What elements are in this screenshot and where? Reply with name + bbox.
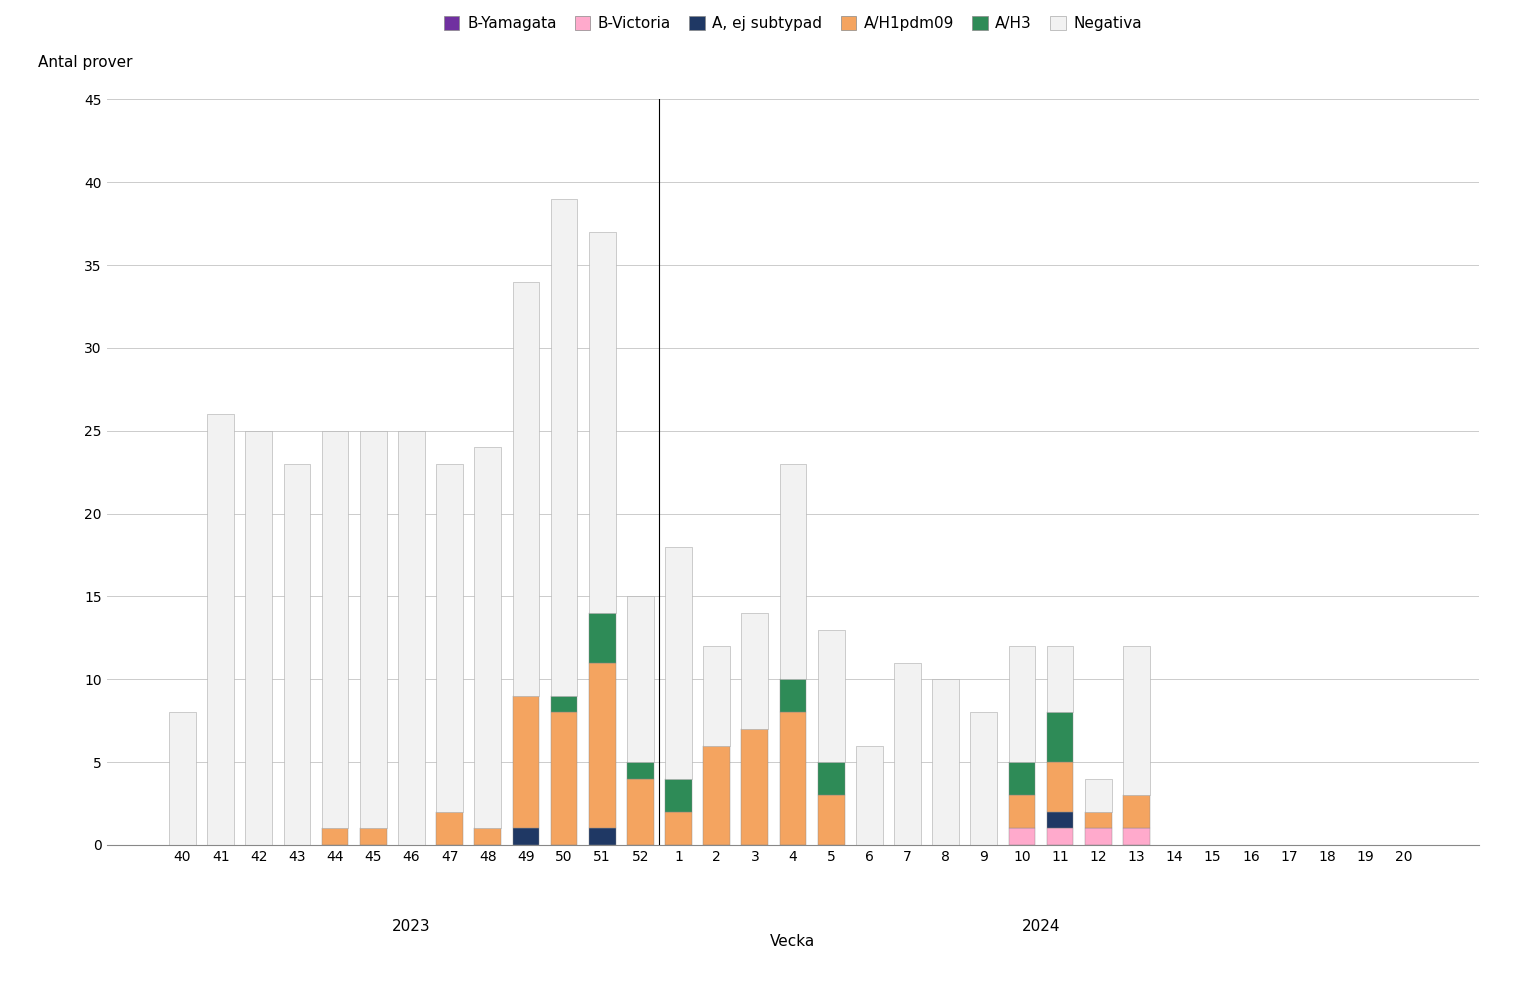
Bar — [1046, 762, 1074, 812]
Bar — [551, 696, 578, 713]
Bar — [1046, 713, 1074, 762]
Bar — [741, 613, 769, 729]
Legend: B-Yamagata, B-Victoria, A, ej subtypad, A/H1pdm09, A/H3, Negativa: B-Yamagata, B-Victoria, A, ej subtypad, … — [438, 10, 1148, 38]
Bar — [817, 795, 845, 845]
Bar — [169, 713, 195, 845]
Bar — [589, 828, 616, 845]
Bar — [284, 464, 310, 845]
Bar — [512, 696, 540, 828]
Bar — [1046, 812, 1074, 828]
Bar — [817, 762, 845, 795]
Bar — [627, 596, 654, 762]
Bar — [474, 447, 502, 828]
Bar — [589, 232, 616, 613]
Bar — [856, 746, 883, 845]
Bar — [436, 464, 464, 812]
Bar — [360, 828, 387, 845]
Bar — [665, 547, 692, 778]
Bar — [207, 414, 233, 845]
Bar — [779, 464, 807, 679]
Text: Antal prover: Antal prover — [38, 55, 133, 70]
Bar — [1008, 762, 1035, 795]
Bar — [703, 746, 730, 845]
Bar — [817, 629, 845, 762]
Bar — [894, 663, 921, 845]
Bar — [1046, 828, 1074, 845]
Bar — [779, 679, 807, 713]
Text: 2023: 2023 — [392, 919, 430, 934]
Bar — [1084, 778, 1112, 812]
Bar — [512, 281, 540, 696]
Bar — [665, 812, 692, 845]
Bar — [360, 430, 387, 828]
Text: 2024: 2024 — [1022, 919, 1060, 934]
Bar — [741, 729, 769, 845]
Bar — [589, 663, 616, 828]
Bar — [665, 778, 692, 812]
Bar — [512, 828, 540, 845]
Bar — [627, 778, 654, 845]
Bar — [551, 713, 578, 845]
Bar — [932, 679, 959, 845]
Bar — [1084, 828, 1112, 845]
Bar — [1046, 646, 1074, 713]
Bar — [1084, 812, 1112, 828]
Bar — [1008, 646, 1035, 762]
Bar — [970, 713, 997, 845]
Bar — [1122, 828, 1150, 845]
Bar — [551, 199, 578, 696]
Bar — [474, 828, 502, 845]
Bar — [1008, 828, 1035, 845]
Bar — [246, 430, 271, 845]
Bar — [1122, 795, 1150, 828]
Bar — [436, 812, 464, 845]
Bar — [589, 613, 616, 663]
Bar — [627, 762, 654, 778]
Bar — [322, 828, 349, 845]
Bar — [779, 713, 807, 845]
Text: Vecka: Vecka — [770, 934, 816, 949]
Bar — [1122, 646, 1150, 795]
Bar — [322, 430, 349, 828]
Bar — [1008, 795, 1035, 828]
Bar — [398, 430, 425, 845]
Bar — [703, 646, 730, 746]
